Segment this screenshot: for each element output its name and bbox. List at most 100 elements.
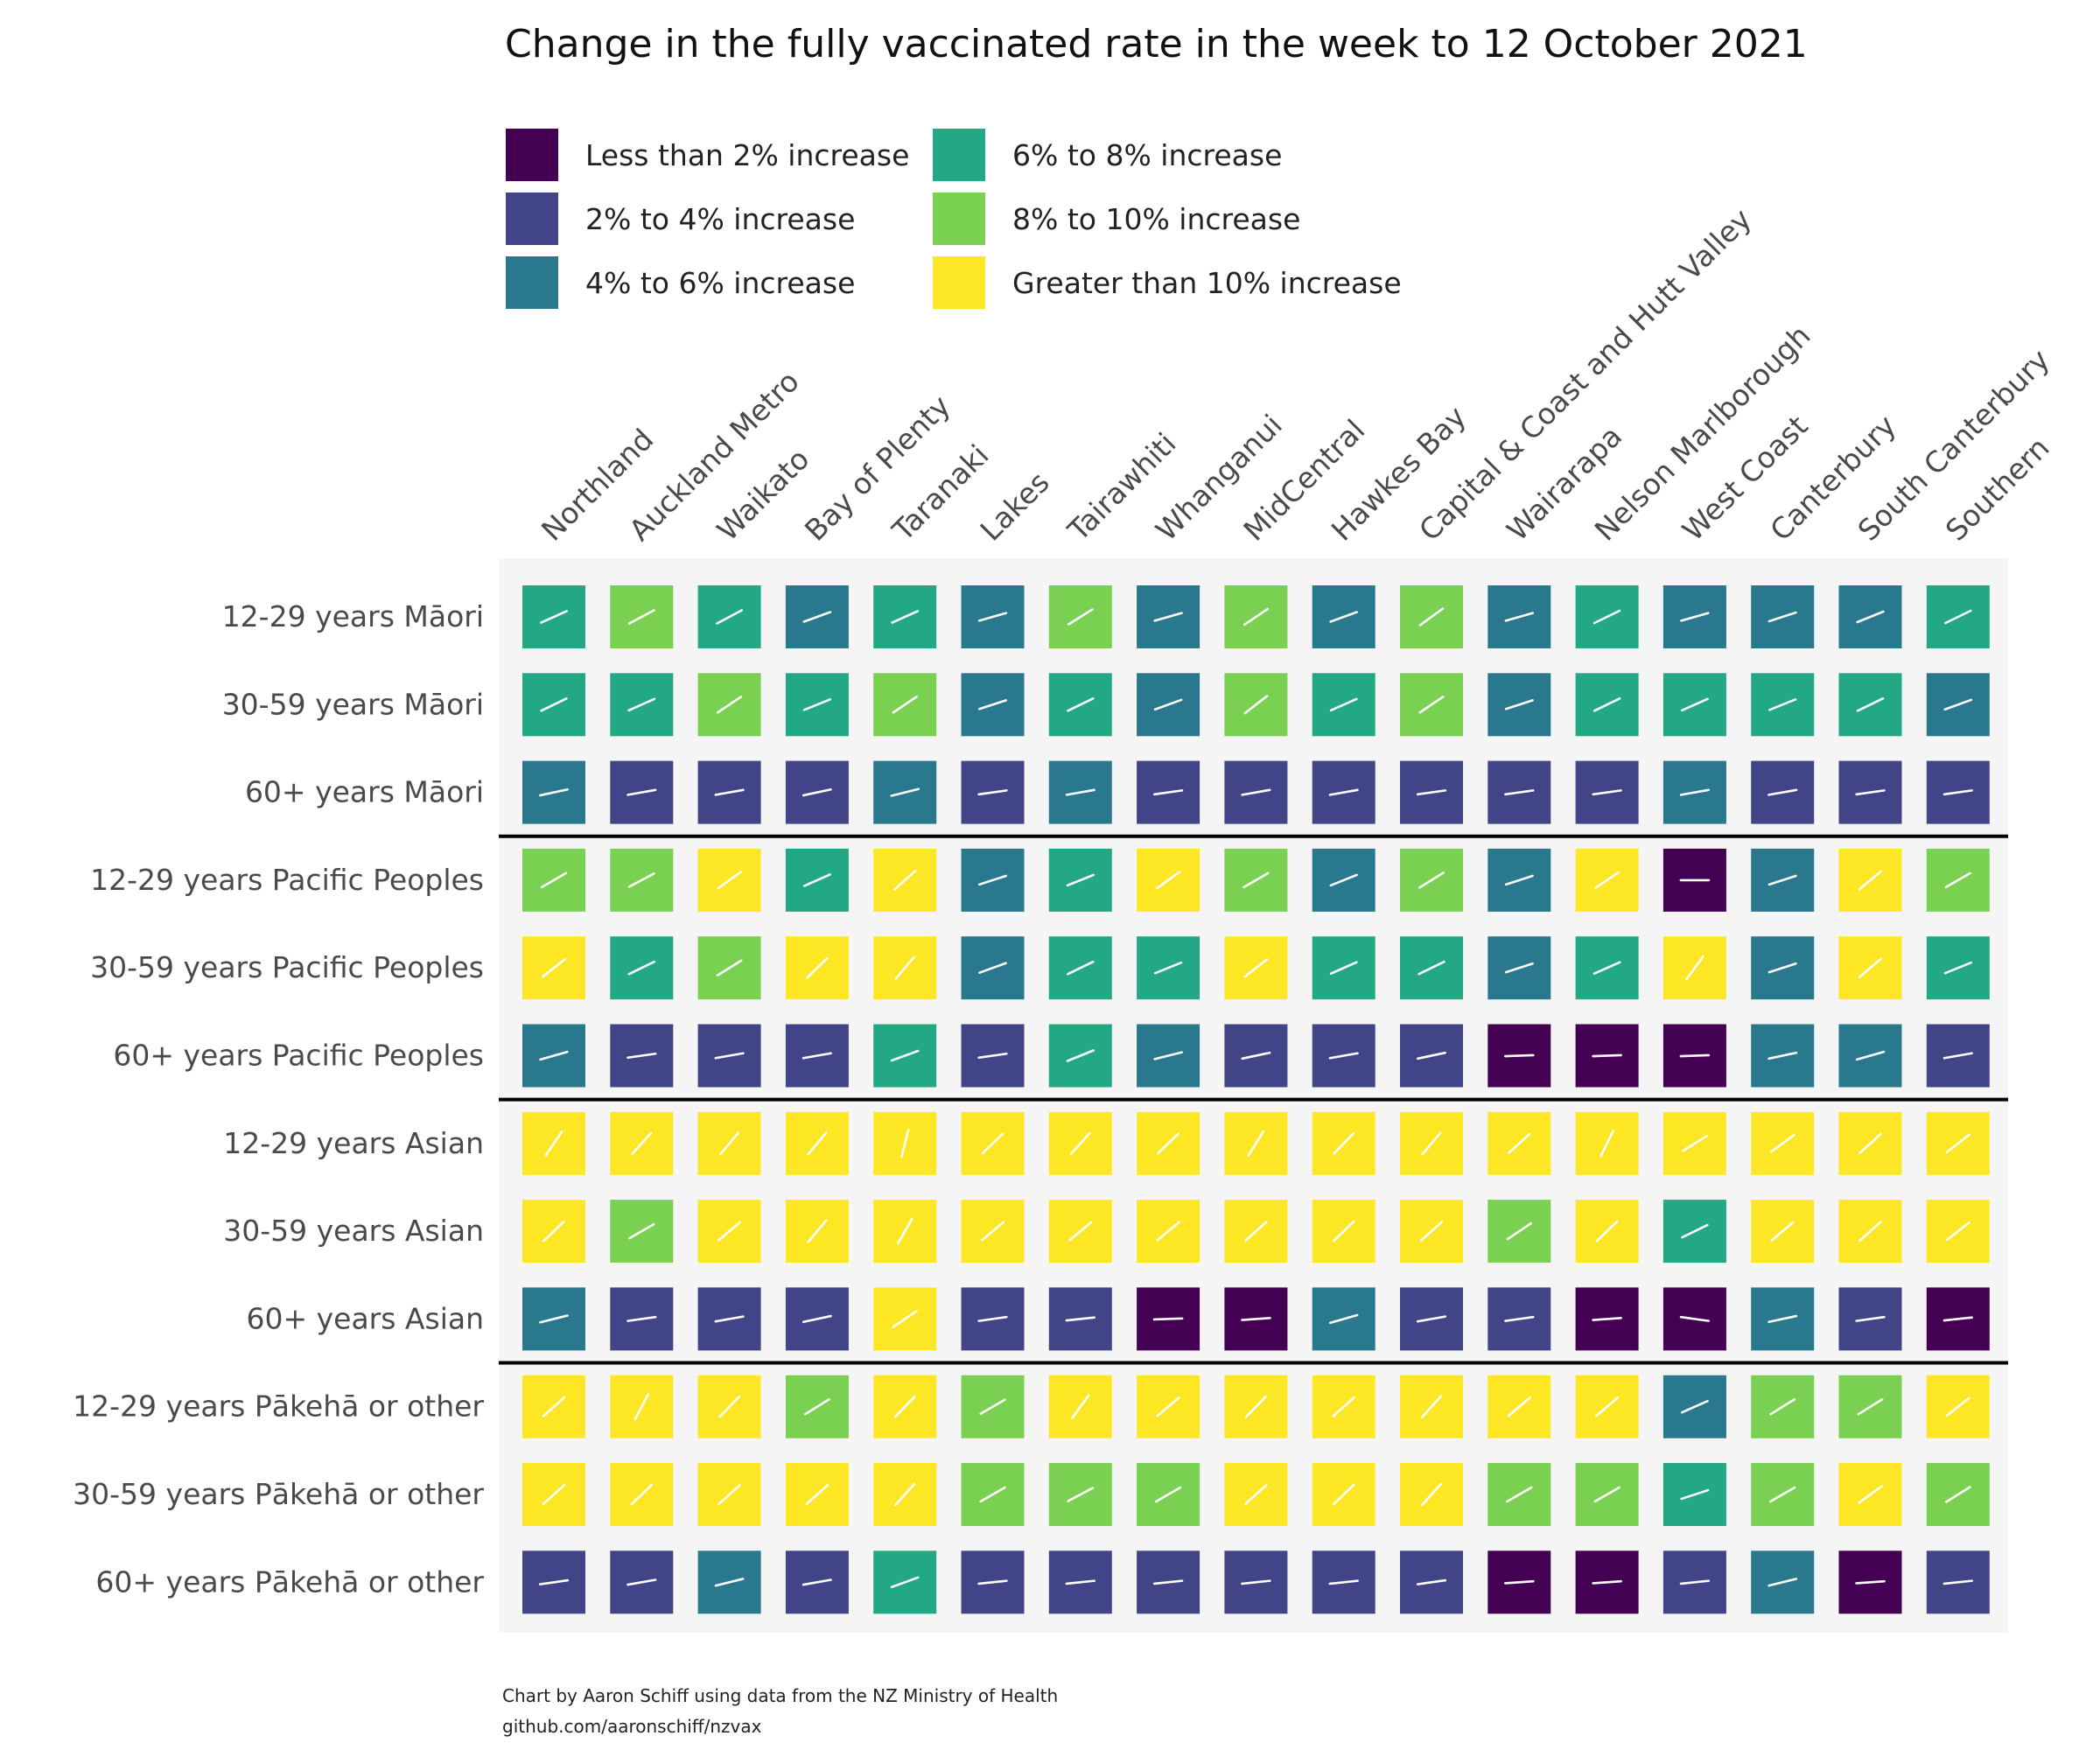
slope-glyph [1242,872,1270,889]
slope-glyph [1328,1579,1359,1586]
slope-glyph [1770,1221,1795,1242]
slope-glyph [540,696,568,712]
slope-glyph [1153,1051,1183,1060]
slope-glyph [1679,1579,1711,1586]
slope-glyph [802,788,832,797]
slope-glyph [1152,1317,1184,1321]
slope-glyph [1066,1049,1095,1062]
slope-glyph [1067,696,1095,712]
slope-glyph [1944,609,1972,625]
slope-glyph [979,1486,1006,1503]
slope-glyph [1329,873,1358,887]
slope-glyph [1680,697,1709,712]
slope-glyph [1242,607,1269,626]
slope-glyph [1504,612,1534,622]
slope-glyph [1420,1395,1443,1418]
row-label: 60+ years Pacific Peoples [113,1039,484,1073]
slope-glyph [978,962,1007,974]
slope-glyph [1855,1579,1886,1585]
slope-glyph [1680,1488,1710,1501]
slope-glyph [1768,962,1797,974]
slope-glyph [1241,1051,1271,1060]
slope-glyph [627,872,655,888]
slope-glyph [891,610,920,624]
slope-glyph [626,1052,657,1060]
slope-glyph [1856,696,1885,712]
slope-glyph [1768,1051,1798,1060]
slope-glyph [1769,1486,1796,1503]
slope-glyph [1768,611,1797,623]
slope-glyph [1680,612,1710,622]
slope-glyph [718,1483,741,1506]
slope-glyph [1857,1397,1884,1416]
slope-glyph [1600,1130,1614,1158]
slope-glyph [1157,1132,1180,1155]
legend-swatch [504,255,560,311]
slope-glyph [977,612,1008,622]
slope-glyph [626,1578,657,1586]
slope-glyph [1329,611,1359,623]
slope-glyph [1681,1223,1709,1239]
legend-swatch [931,255,987,311]
slope-glyph [1416,1578,1447,1586]
slope-glyph [1682,1135,1708,1152]
legend-swatch [931,127,987,183]
slope-glyph [1856,610,1885,624]
slope-glyph [805,1483,830,1506]
slope-glyph [1328,1052,1359,1060]
slope-glyph [894,956,915,980]
slope-glyph [631,1131,653,1155]
slope-glyph [1241,1316,1271,1321]
slope-glyph [1153,612,1183,622]
slope-glyph [1504,874,1534,886]
slope-glyph [1768,1578,1798,1587]
slope-glyph [896,1217,914,1245]
row-label: 30-59 years Māori [222,687,484,721]
slope-glyph [1855,1315,1886,1322]
legend: Less than 2% increase 2% to 4% increase 4%… [504,127,1402,311]
slope-glyph [1592,961,1621,976]
slope-glyph [1508,1132,1531,1154]
slope-glyph [1067,960,1095,976]
slope-glyph [1418,960,1446,976]
slope-glyph [804,1397,830,1416]
slope-glyph [1418,872,1445,889]
slope-glyph [1942,789,1973,796]
slope-glyph [626,788,657,796]
slope-glyph [890,1049,920,1062]
slope-glyph [1243,958,1269,978]
slope-glyph [1504,1315,1535,1322]
slope-glyph [1332,1220,1355,1242]
slope-glyph [890,1576,920,1589]
slope-glyph [1942,1052,1973,1060]
slope-glyph [1592,1316,1622,1321]
slope-glyph [1418,696,1445,714]
slope-glyph [1247,1130,1265,1157]
slope-glyph [1504,1054,1535,1058]
slope-glyph [714,1315,745,1323]
slope-glyph [718,1395,741,1418]
slope-glyph [1418,607,1445,626]
slope-glyph [716,609,744,625]
slope-glyph [1768,1314,1798,1324]
slope-glyph [1858,1132,1882,1154]
slope-glyph [977,1052,1008,1060]
slope-glyph [1244,1221,1268,1242]
slope-glyph [627,609,655,625]
slope-glyph [1069,1131,1091,1155]
slope-glyph [1152,789,1184,796]
slope-glyph [1329,1313,1359,1325]
slope-glyph [1066,873,1095,887]
slope-glyph [1592,609,1621,625]
slope-glyph [977,699,1008,710]
slope-glyph [1329,697,1358,712]
slope-glyph [1945,1133,1970,1153]
slope-glyph [627,960,655,976]
legend-label: 8% to 10% increase [1012,202,1300,236]
slope-glyph [539,1050,569,1061]
legend-swatch [504,191,560,247]
slope-glyph [802,1578,832,1586]
slope-glyph [1768,698,1797,711]
slope-glyph [1333,1131,1355,1155]
